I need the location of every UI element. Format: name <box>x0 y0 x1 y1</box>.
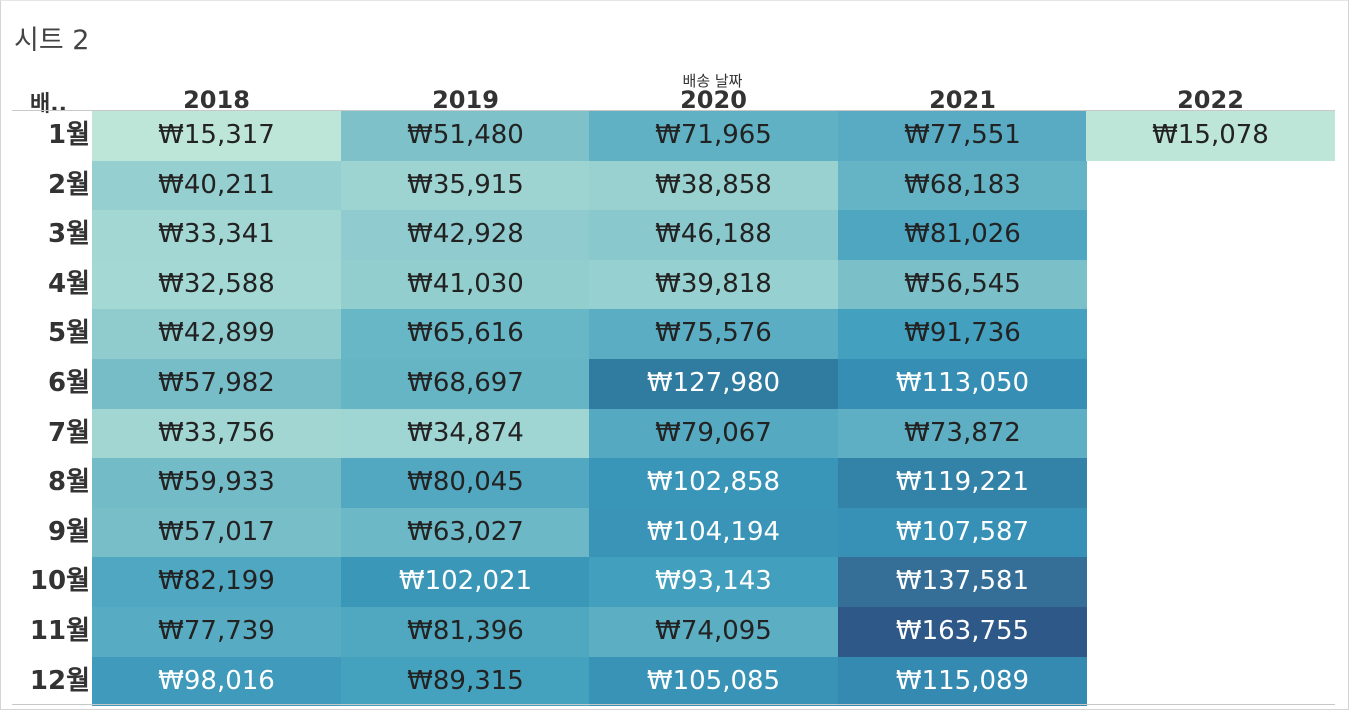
table-cell[interactable]: ₩39,818 <box>589 259 838 310</box>
table-cell[interactable]: ₩57,017 <box>92 507 341 558</box>
row-header-1[interactable]: 1월 <box>47 120 90 150</box>
table-cell[interactable]: ₩33,756 <box>92 408 341 459</box>
table-cell[interactable]: ₩42,928 <box>341 210 590 260</box>
table-cell[interactable]: ₩127,980 <box>589 359 838 409</box>
table-cell[interactable]: ₩15,317 <box>92 111 341 161</box>
table-cell[interactable]: ₩59,933 <box>92 458 341 508</box>
row-header-6[interactable]: 6월 <box>47 368 90 398</box>
table-cell[interactable]: ₩15,078 <box>1086 111 1335 161</box>
table-cell[interactable]: ₩40,211 <box>92 160 341 211</box>
table-cell[interactable]: ₩35,915 <box>341 160 590 211</box>
row-header-8[interactable]: 8월 <box>47 467 90 498</box>
table-cell[interactable]: ₩98,016 <box>92 656 341 707</box>
table-cell[interactable]: ₩102,858 <box>589 458 838 508</box>
row-header-7[interactable]: 7월 <box>47 417 90 448</box>
row-header-3[interactable]: 3월 <box>47 219 90 250</box>
table-cell[interactable]: ₩63,027 <box>341 507 590 558</box>
column-field-label[interactable]: 배송 날짜 <box>682 72 743 90</box>
table-cell[interactable]: ₩77,739 <box>92 607 341 657</box>
row-header-9[interactable]: 9월 <box>47 516 90 547</box>
row-header-4[interactable]: 4월 <box>47 268 90 299</box>
table-cell[interactable]: ₩79,067 <box>589 408 838 459</box>
table-cell[interactable]: ₩34,874 <box>341 408 590 459</box>
table-cell[interactable]: ₩115,089 <box>838 656 1087 707</box>
table-cell[interactable]: ₩102,021 <box>341 557 590 607</box>
table-cell[interactable]: ₩42,899 <box>92 309 341 359</box>
table-cell[interactable]: ₩56,545 <box>838 259 1087 310</box>
table-cell[interactable]: ₩75,576 <box>589 309 838 359</box>
table-cell[interactable]: ₩38,858 <box>589 160 838 211</box>
table-cell[interactable]: ₩163,755 <box>838 607 1087 657</box>
table-cell[interactable]: ₩65,616 <box>341 309 590 359</box>
row-header-12[interactable]: 12월 <box>29 665 90 696</box>
sheet-title: 시트 2 <box>14 25 90 56</box>
table-cell[interactable]: ₩81,396 <box>341 607 590 657</box>
header-divider <box>12 110 1335 111</box>
table-cell[interactable]: ₩93,143 <box>589 557 838 607</box>
table-cell[interactable]: ₩77,551 <box>838 111 1087 161</box>
row-header-5[interactable]: 5월 <box>47 318 90 349</box>
row-field-label[interactable]: 배.. <box>30 92 67 117</box>
table-cell[interactable]: ₩74,095 <box>589 607 838 657</box>
table-cell[interactable]: ₩73,872 <box>838 408 1087 459</box>
table-cell[interactable]: ₩91,736 <box>838 309 1087 359</box>
table-cell[interactable]: ₩46,188 <box>589 210 838 260</box>
table-cell[interactable]: ₩51,480 <box>341 111 590 161</box>
table-cell[interactable]: ₩68,183 <box>838 160 1087 211</box>
table-cell[interactable]: ₩89,315 <box>341 656 590 707</box>
table-cell[interactable]: ₩119,221 <box>838 458 1087 508</box>
table-cell[interactable]: ₩113,050 <box>838 359 1087 409</box>
table-cell[interactable]: ₩41,030 <box>341 259 590 310</box>
table-cell[interactable]: ₩57,982 <box>92 359 341 409</box>
column-header-2022[interactable]: 2022 <box>1177 86 1244 114</box>
row-header-2[interactable]: 2월 <box>47 169 90 200</box>
table-cell[interactable]: ₩137,581 <box>838 557 1087 607</box>
row-header-11[interactable]: 11월 <box>29 616 90 646</box>
table-cell[interactable]: ₩82,199 <box>92 557 341 607</box>
table-cell[interactable]: ₩32,588 <box>92 259 341 310</box>
column-header-2021[interactable]: 2021 <box>929 86 996 114</box>
table-cell[interactable]: ₩81,026 <box>838 210 1087 260</box>
column-header-2020[interactable]: 2020 <box>680 86 747 114</box>
table-cell[interactable]: ₩105,085 <box>589 656 838 707</box>
table-cell[interactable]: ₩104,194 <box>589 507 838 558</box>
column-header-2019[interactable]: 2019 <box>432 86 499 114</box>
table-cell[interactable]: ₩71,965 <box>589 111 838 161</box>
bottom-divider <box>12 704 1335 705</box>
table-cell[interactable]: ₩68,697 <box>341 359 590 409</box>
column-header-2018[interactable]: 2018 <box>183 86 250 114</box>
table-cell[interactable]: ₩33,341 <box>92 210 341 260</box>
table-cell[interactable]: ₩107,587 <box>838 507 1087 558</box>
row-header-10[interactable]: 10월 <box>29 566 90 597</box>
table-cell[interactable]: ₩80,045 <box>341 458 590 508</box>
